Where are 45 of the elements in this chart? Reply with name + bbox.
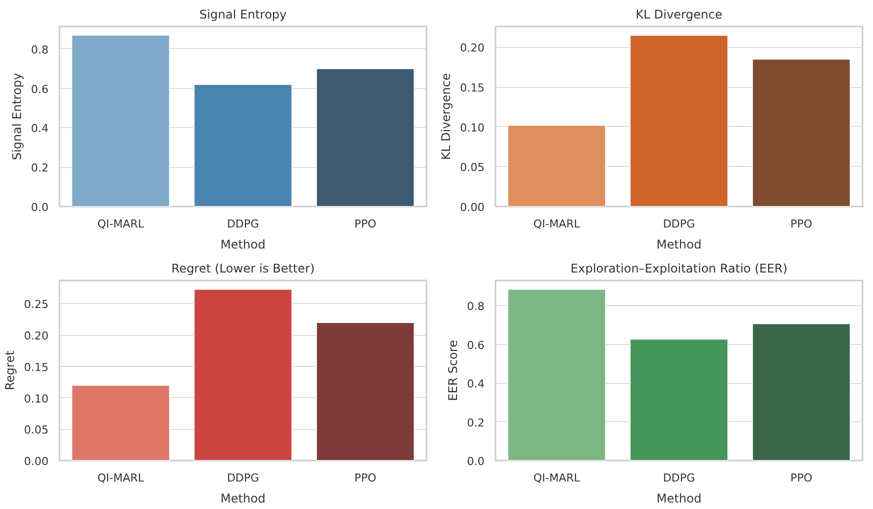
y-tick-label: 0.0 — [467, 455, 485, 468]
x-axis-title: Method — [656, 492, 702, 506]
y-axis-title: Regret — [3, 350, 18, 390]
y-tick-label: 0.20 — [460, 42, 485, 55]
y-tick-label: 0.20 — [24, 330, 49, 343]
y-tick-label: 0.05 — [24, 424, 49, 437]
x-tick-label: PPO — [790, 472, 813, 484]
y-tick-label: 0.15 — [24, 360, 49, 374]
chart-title: Signal Entropy — [199, 8, 287, 22]
y-tick-label: 0.10 — [24, 392, 49, 406]
x-tick-label: DDPG — [662, 472, 696, 484]
y-tick-label: 0.15 — [460, 82, 485, 95]
y-tick-label: 0.2 — [467, 416, 485, 430]
x-tick-label: DDPG — [226, 472, 260, 484]
chart-title: Regret (Lower is Better) — [171, 262, 315, 276]
y-tick-label: 0.05 — [460, 161, 485, 174]
x-tick-label: QI-MARL — [533, 218, 581, 230]
x-tick-label: PPO — [790, 218, 813, 230]
y-axis-title: KL Divergence — [439, 73, 454, 160]
x-axis-title: Method — [220, 492, 266, 506]
chart-title: Exploration–Exploitation Ratio (EER) — [570, 262, 788, 276]
y-axis-title: Signal Entropy — [10, 72, 24, 160]
x-tick-label: PPO — [354, 218, 377, 230]
y-tick-label: 0.10 — [460, 121, 485, 134]
y-tick-label: 0.00 — [24, 455, 49, 468]
x-tick-label: QI-MARL — [97, 218, 145, 230]
chart-title: KL Divergence — [636, 8, 722, 22]
x-tick-label: QI-MARL — [97, 472, 145, 484]
y-tick-label: 0.8 — [31, 43, 49, 56]
y-tick-label: 0.8 — [467, 300, 485, 314]
y-tick-label: 0.2 — [31, 162, 49, 175]
y-tick-label: 0.4 — [31, 122, 49, 136]
x-tick-label: QI-MARL — [533, 472, 581, 484]
x-axis-title: Method — [656, 238, 702, 252]
y-tick-label: 0.4 — [467, 378, 485, 391]
x-tick-label: DDPG — [662, 218, 696, 230]
y-tick-label: 0.6 — [467, 338, 485, 352]
y-tick-label: 0.6 — [31, 82, 49, 96]
x-tick-label: DDPG — [226, 218, 260, 230]
y-axis-title: EER Score — [446, 340, 460, 401]
x-tick-label: PPO — [354, 472, 377, 484]
y-tick-label: 0.0 — [31, 201, 49, 214]
x-axis-title: Method — [220, 238, 266, 252]
y-tick-label: 0.25 — [24, 298, 49, 312]
y-tick-label: 0.00 — [460, 201, 485, 214]
